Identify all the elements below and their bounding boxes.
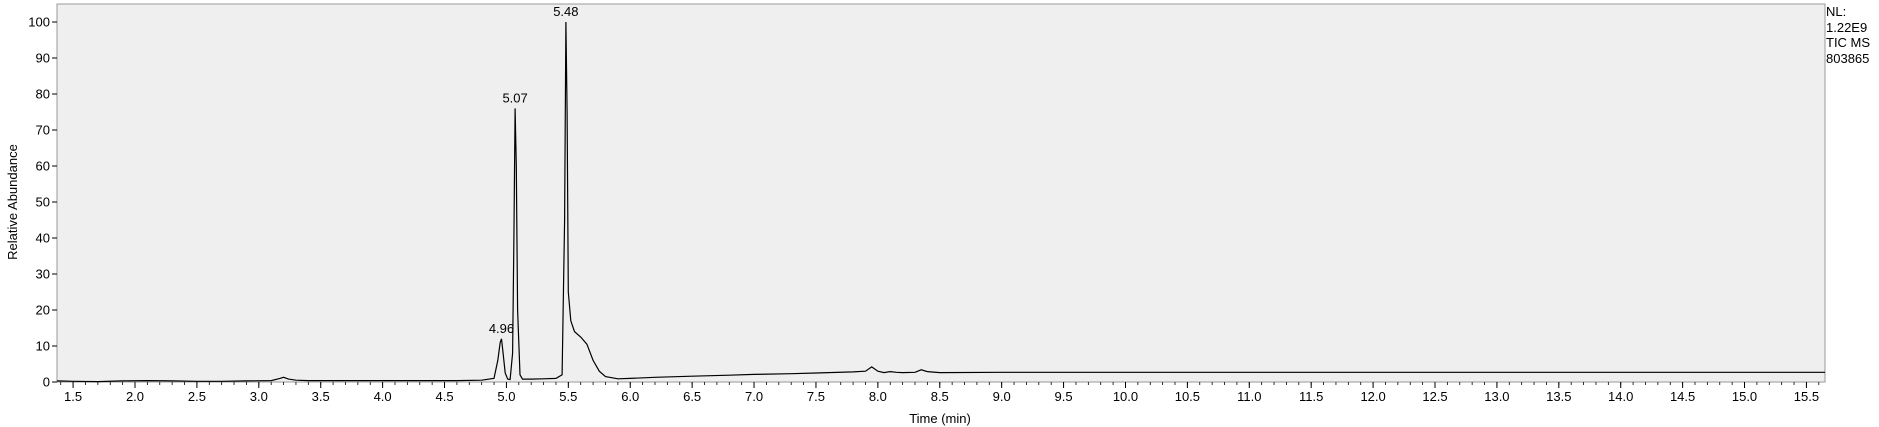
x-tick-label: 3.5 — [312, 389, 330, 404]
trace-type: TIC MS — [1826, 35, 1871, 50]
x-tick-label: 3.0 — [250, 389, 268, 404]
y-axis-title: Relative Abundance — [5, 144, 20, 260]
x-tick-label: 10.0 — [1113, 389, 1138, 404]
x-tick-label: 14.0 — [1608, 389, 1633, 404]
y-tick-label: 40 — [36, 231, 50, 246]
y-tick-label: 100 — [28, 15, 50, 30]
x-tick-label: 6.5 — [683, 389, 701, 404]
x-tick-label: 2.0 — [126, 389, 144, 404]
y-tick-label: 0 — [43, 375, 50, 390]
y-tick-label: 60 — [36, 159, 50, 174]
x-tick-label: 7.0 — [745, 389, 763, 404]
y-tick-label: 30 — [36, 267, 50, 282]
peak-label-5.48: 5.48 — [553, 4, 578, 19]
peak-labels: 4.96 5.07 5.48 — [489, 4, 579, 336]
y-tick-label: 50 — [36, 195, 50, 210]
x-tick-label: 11.0 — [1237, 389, 1261, 404]
y-tick-label: 10 — [36, 339, 50, 354]
y-tick-label: 80 — [36, 87, 50, 102]
x-tick-label: 6.0 — [621, 389, 639, 404]
x-tick-label: 7.5 — [807, 389, 825, 404]
x-axis-title: Time (min) — [909, 411, 971, 426]
x-tick-label: 5.0 — [497, 389, 515, 404]
x-tick-label: 4.0 — [374, 389, 392, 404]
x-tick-label: 9.0 — [993, 389, 1011, 404]
x-tick-label: 4.5 — [435, 389, 453, 404]
trace-info-panel: NL: 1.22E9 TIC MS 803865 — [1826, 4, 1870, 66]
y-tick-label: 20 — [36, 303, 50, 318]
x-tick-label: 12.5 — [1422, 389, 1447, 404]
nl-value: 1.22E9 — [1826, 19, 1868, 35]
x-tick-label: 13.0 — [1484, 389, 1509, 404]
x-tick-label: 15.0 — [1732, 389, 1757, 404]
peak-label-5.07: 5.07 — [502, 90, 527, 105]
tic-trace-line — [56, 21, 1825, 383]
sample-id: 803865 — [1826, 50, 1870, 66]
peak-label-4.96: 4.96 — [489, 321, 514, 336]
y-tick-label: 70 — [36, 123, 50, 138]
x-tick-label: 5.5 — [559, 389, 577, 404]
x-tick-label: 8.5 — [931, 389, 949, 404]
x-axis: 1.5 2.0 2.5 3.0 3.5 4.0 4.5 5.0 5.5 6.0 6.5 7.0 7.5 8… — [60, 382, 1820, 404]
y-axis: 0 10 20 30 40 50 60 70 80 90 100 — [28, 15, 57, 390]
y-tick-label: 90 — [36, 51, 50, 66]
x-tick-label: 8.0 — [869, 389, 887, 404]
x-tick-label: 11.5 — [1299, 389, 1323, 404]
x-tick-label: 1.5 — [64, 389, 82, 404]
x-tick-label: 9.5 — [1055, 389, 1073, 404]
x-tick-label: 15.5 — [1794, 389, 1819, 404]
x-tick-label: 14.5 — [1670, 389, 1695, 404]
nl-label: NL: — [1826, 4, 1847, 19]
plot-area — [56, 3, 1826, 383]
x-tick-label: 10.5 — [1175, 389, 1200, 404]
x-tick-label: 13.5 — [1546, 389, 1571, 404]
x-tick-label: 2.5 — [188, 389, 206, 404]
x-tick-label: 12.0 — [1360, 389, 1385, 404]
